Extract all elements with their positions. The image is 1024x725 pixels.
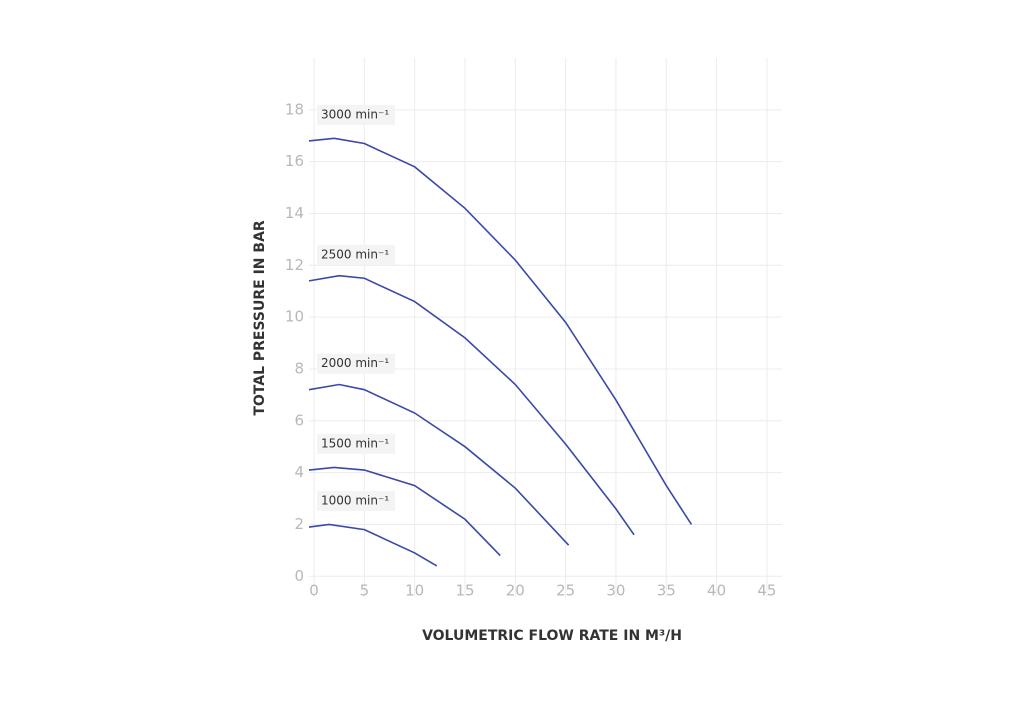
x-tick-label: 30: [606, 582, 625, 600]
series-label: 2000 min⁻¹: [321, 356, 389, 370]
label-background: [317, 244, 395, 265]
x-tick-label: 45: [757, 582, 776, 600]
series-label: 1500 min⁻¹: [321, 437, 389, 451]
label-background: [317, 434, 395, 455]
series-line: [308, 383, 570, 546]
x-axis-title: VOLUMETRIC FLOW RATE IN M³/H: [422, 628, 682, 644]
y-tick-label: 12: [285, 256, 304, 274]
series-label: 3000 min⁻¹: [321, 107, 389, 121]
series-line: [308, 137, 693, 525]
y-tick-label: 8: [294, 359, 304, 377]
x-tick-label: 0: [309, 582, 319, 600]
series-label: 1000 min⁻¹: [321, 494, 389, 508]
x-tick-label: 25: [556, 582, 575, 600]
y-tick-label: 10: [285, 308, 304, 326]
y-tick-label: 2: [294, 515, 304, 533]
x-tick-label: 5: [360, 582, 370, 600]
x-tick-label: 40: [707, 582, 726, 600]
y-tick-label: 0: [294, 567, 304, 585]
y-tick-label: 14: [285, 204, 304, 222]
x-tick-label: 15: [455, 582, 474, 600]
y-tick-label: 4: [294, 463, 304, 481]
y-axis-title: TOTAL PRESSURE IN BAR: [252, 220, 268, 416]
y-tick-label: 18: [285, 100, 304, 118]
x-tick-label: 10: [405, 582, 424, 600]
x-tick-label: 20: [506, 582, 525, 600]
y-tick-label: 16: [285, 152, 304, 170]
series-line: [308, 466, 501, 557]
x-tick-label: 35: [657, 582, 676, 600]
series-line: [308, 274, 635, 536]
y-tick-label: 6: [294, 411, 304, 429]
label-background: [317, 353, 395, 374]
series-label: 2500 min⁻¹: [321, 247, 389, 261]
series-line: [308, 523, 438, 567]
label-background: [317, 104, 395, 125]
label-background: [317, 491, 395, 512]
